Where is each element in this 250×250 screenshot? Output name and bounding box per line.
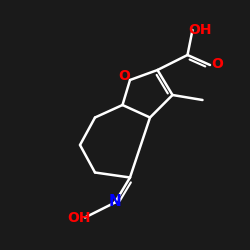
- Text: O: O: [212, 57, 224, 71]
- Text: O: O: [118, 69, 130, 83]
- Text: N: N: [108, 194, 121, 209]
- Text: OH: OH: [67, 210, 90, 224]
- Text: OH: OH: [188, 23, 212, 37]
